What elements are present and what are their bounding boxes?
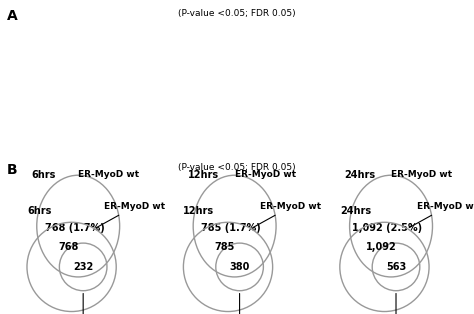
- Text: 785 (1.7%): 785 (1.7%): [201, 223, 261, 233]
- Text: 12hrs: 12hrs: [188, 170, 219, 180]
- Text: 12hrs: 12hrs: [183, 206, 215, 216]
- Text: ER-MyoD wt: ER-MyoD wt: [409, 202, 474, 228]
- Text: (P-value <0.05; FDR 0.05): (P-value <0.05; FDR 0.05): [178, 9, 296, 19]
- Text: 380: 380: [229, 262, 250, 272]
- Text: ER-MyoD RRR: ER-MyoD RRR: [49, 294, 118, 314]
- Text: A: A: [7, 9, 18, 24]
- Text: 24hrs: 24hrs: [340, 206, 371, 216]
- Text: (P-value <0.05; FDR 0.05): (P-value <0.05; FDR 0.05): [178, 163, 296, 172]
- Text: 6hrs: 6hrs: [27, 206, 51, 216]
- Text: 768 (1.7%): 768 (1.7%): [45, 223, 104, 233]
- Text: 1,092 (2.5%): 1,092 (2.5%): [352, 223, 422, 233]
- Text: ER-MyoD wt: ER-MyoD wt: [391, 170, 452, 179]
- Text: ER-MyoD wt: ER-MyoD wt: [96, 202, 165, 228]
- Text: 785: 785: [215, 242, 235, 252]
- Text: 6hrs: 6hrs: [31, 170, 55, 180]
- Text: B: B: [7, 163, 18, 177]
- Text: ER-MyoD wt: ER-MyoD wt: [253, 202, 321, 228]
- Text: 232: 232: [73, 262, 93, 272]
- Text: 1,092: 1,092: [366, 242, 397, 252]
- Text: ER-MyoD RRR: ER-MyoD RRR: [362, 294, 430, 314]
- Text: ER-MyoD wt: ER-MyoD wt: [78, 170, 139, 179]
- Text: 768: 768: [58, 242, 79, 252]
- Text: ER-MyoD wt: ER-MyoD wt: [235, 170, 296, 179]
- Text: 563: 563: [386, 262, 406, 272]
- Text: 24hrs: 24hrs: [344, 170, 375, 180]
- Text: ER-MyoD RRR: ER-MyoD RRR: [205, 294, 274, 314]
